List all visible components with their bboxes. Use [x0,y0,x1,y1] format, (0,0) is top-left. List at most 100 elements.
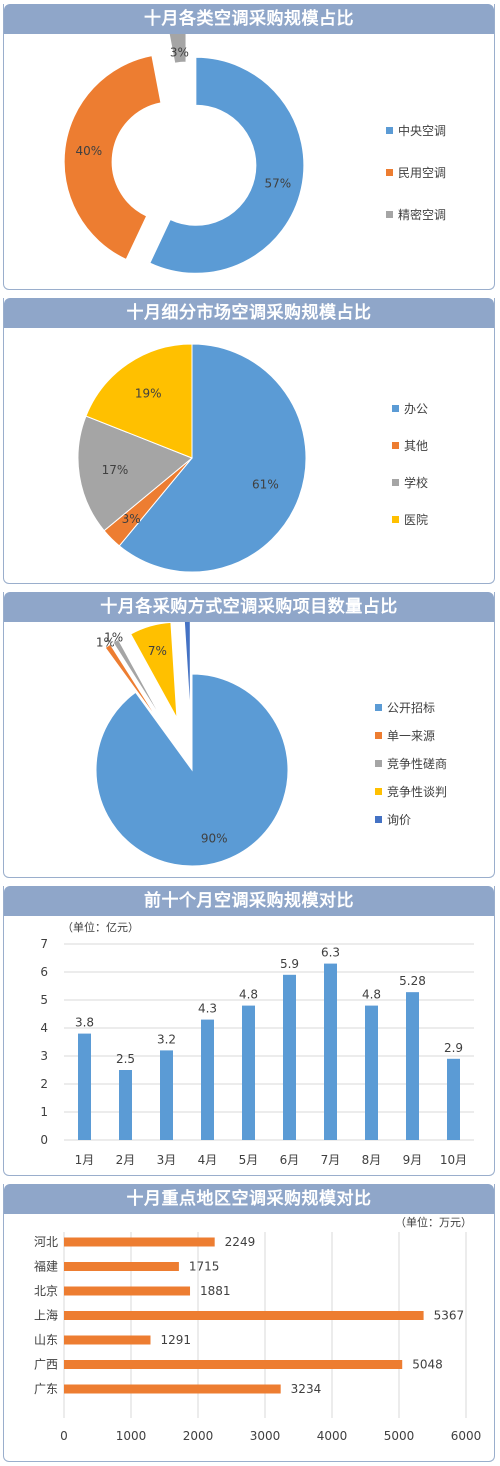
panel-aircon-type-share: 十月各类空调采购规模占比 57% 40% 3% 中央空调 民用空调 精密空调 [3,4,495,290]
panel-regional-scale: 十月重点地区空调采购规模对比 （单位：万元） 0 1000 2000 3000 4000 5… [3,1184,495,1462]
legend-swatch-1 [375,732,382,739]
y-tick-label-7: 7 [40,937,48,951]
bar-1 [64,1262,179,1271]
x-tick-label-1: 1000 [116,1429,147,1443]
chart-title-aircon-type: 十月各类空调采购规模占比 [4,4,494,34]
bar-chart-regional-scale: （单位：万元） 0 1000 2000 3000 4000 5000 6000 河北 2249 福建… [34,1215,482,1443]
slice-label-2: 3% [170,45,189,59]
x-tick-label-9: 10月 [440,1153,467,1167]
pie-slice-4 [183,622,191,717]
panel-monthly-scale: 前十个月空调采购规模对比 （单位：亿元） 0 1 2 3 4 5 6 7 3.8 1月 2.5 2月 3.… [3,886,495,1176]
x-tick-label-5: 5000 [384,1429,415,1443]
y-tick-label-6: 广东 [34,1382,58,1396]
slice-label-1: 1% [96,636,115,650]
legend-swatch-1 [392,442,399,449]
legend-label-0: 公开招标 [387,701,435,715]
pie-slice-2 [168,34,187,64]
x-tick-label-1: 2月 [116,1153,136,1167]
bar-2 [64,1286,191,1296]
data-label-4: 4.8 [239,988,258,1002]
chart-title-market-segment: 十月细分市场空调采购规模占比 [4,298,494,328]
y-tick-label-2: 2 [40,1077,48,1091]
data-label-4: 1291 [160,1333,191,1347]
panel-market-segment-share: 十月细分市场空调采购规模占比 61% 3% 17% 19% 办公 其他 学校 医院 [3,298,495,584]
legend-label-1: 单一来源 [387,729,435,743]
legend-swatch-1 [386,169,393,176]
unit-label: （单位：万元） [395,1215,472,1229]
x-tick-label-2: 3月 [157,1153,177,1167]
legend-swatch-4 [375,816,382,823]
slice-label-0: 61% [252,477,279,491]
data-label-0: 2249 [225,1235,256,1249]
y-tick-label-3: 3 [40,1049,48,1063]
pie-slice-0 [118,343,307,573]
legend-swatch-3 [392,516,399,523]
legend-label-1: 其他 [404,439,428,453]
bar-7 [365,1005,378,1140]
data-label-2: 1881 [200,1284,231,1298]
y-tick-label-2: 北京 [34,1284,58,1298]
y-tick-label-0: 0 [40,1133,48,1147]
bar-8 [406,992,419,1140]
slice-label-1: 3% [122,512,141,526]
data-label-2: 3.2 [157,1032,176,1046]
legend-label-2: 精密空调 [398,207,446,222]
pie-slice-1 [104,643,163,726]
y-tick-label-4: 4 [40,1021,48,1035]
bar-0 [78,1033,91,1140]
x-tick-label-3: 3000 [250,1429,281,1443]
data-label-9: 2.9 [444,1041,463,1055]
chart-title-monthly-scale: 前十个月空调采购规模对比 [4,886,494,916]
data-label-5: 5048 [412,1358,443,1372]
bar-chart-monthly-scale: （单位：亿元） 0 1 2 3 4 5 6 7 3.8 1月 2.5 2月 3.2 3月 4.3 4月 4.8 5月… [40,920,474,1167]
bar-6 [324,963,337,1140]
data-label-7: 4.8 [362,988,381,1002]
data-label-3: 5367 [434,1309,465,1323]
y-tick-label-3: 上海 [34,1308,58,1323]
x-tick-label-4: 4000 [317,1429,348,1443]
pie-slice-1 [63,55,162,261]
slice-label-1: 40% [75,144,102,158]
legend-label-1: 民用空调 [398,166,446,180]
data-label-5: 5.9 [280,957,299,971]
y-tick-label-6: 6 [40,965,48,979]
slice-label-2: 17% [102,463,129,477]
chart-title-procurement-method: 十月各采购方式空调采购项目数量占比 [4,592,494,622]
y-tick-label-4: 山东 [34,1333,58,1347]
data-label-1: 2.5 [116,1052,135,1066]
data-label-1: 1715 [189,1260,220,1274]
pie-slice-0 [95,673,289,867]
legend-label-2: 学校 [404,475,428,490]
y-tick-label-1: 1 [40,1105,48,1119]
bar-3 [64,1311,424,1320]
y-tick-label-0: 河北 [34,1235,58,1249]
bar-4 [242,1005,255,1140]
data-label-3: 4.3 [198,1002,217,1016]
legend-label-0: 办公 [404,401,428,416]
legend-swatch-0 [375,704,382,711]
legend-label-0: 中央空调 [398,123,446,138]
data-label-6: 3234 [291,1382,322,1396]
slice-label-2: 1% [104,630,123,644]
unit-label: （单位：亿元） [62,920,139,934]
slice-label-4: 1% [178,622,197,623]
legend-swatch-3 [375,788,382,795]
x-tick-label-0: 1月 [75,1153,95,1167]
y-tick-label-1: 福建 [34,1259,58,1274]
slice-label-0: 90% [201,831,228,845]
x-tick-label-6: 6000 [451,1429,482,1443]
legend-label-4: 询价 [387,813,411,827]
data-label-8: 5.28 [399,974,426,988]
legend-swatch-2 [375,760,382,767]
x-tick-label-3: 4月 [198,1153,218,1167]
pie-slice-3 [130,622,178,719]
x-tick-label-0: 0 [60,1429,68,1443]
pie-slice-2 [112,638,165,724]
chart-title-regional-scale: 十月重点地区空调采购规模对比 [4,1184,494,1214]
bar-5 [64,1360,403,1369]
pie-slice-3 [85,343,193,459]
x-tick-label-8: 9月 [403,1153,423,1167]
y-tick-label-5: 广西 [34,1358,58,1372]
